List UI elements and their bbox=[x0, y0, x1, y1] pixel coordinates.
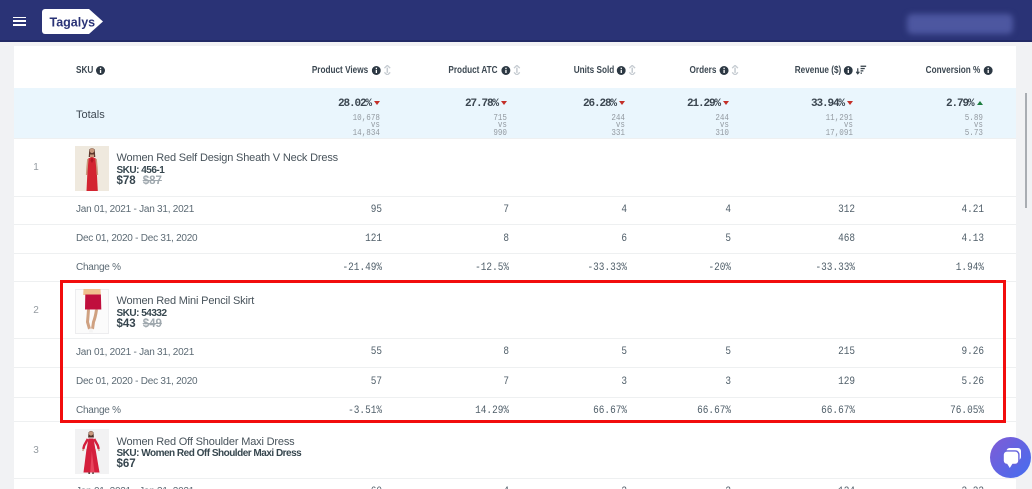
svg-text:Tagalys: Tagalys bbox=[50, 15, 96, 29]
